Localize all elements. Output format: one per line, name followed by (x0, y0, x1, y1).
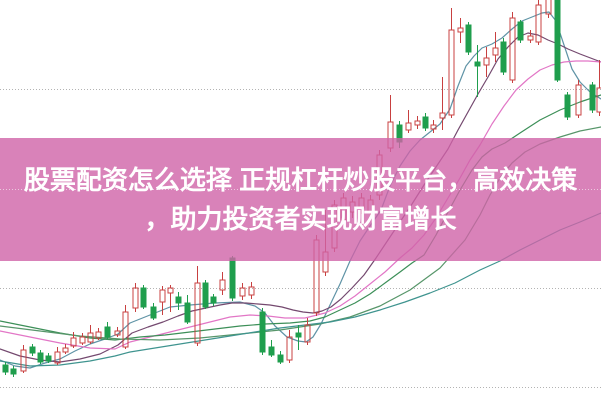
up-candle (545, 0, 552, 18)
down-candle (474, 45, 481, 97)
up-candle (304, 318, 311, 345)
up-candle (527, 30, 534, 43)
down-candle (295, 325, 302, 350)
down-candle (465, 22, 472, 55)
down-candle (517, 20, 524, 43)
up-candle (79, 333, 86, 345)
ad-banner[interactable]: 股票配资怎么选择 正规杠杆炒股平台，高效决策 ，助力投资者实现财富增长 (0, 138, 601, 261)
down-candle (422, 113, 429, 131)
up-candle (509, 12, 516, 83)
up-candle (575, 80, 582, 118)
down-candle (150, 303, 157, 320)
up-candle (70, 332, 77, 348)
down-candle (259, 308, 266, 355)
down-candle (229, 256, 236, 301)
down-candle (554, 0, 561, 82)
up-candle (492, 32, 499, 62)
down-candle (175, 292, 182, 310)
up-candle (87, 325, 94, 344)
up-candle (54, 347, 61, 365)
up-candle (167, 285, 174, 312)
up-candle (430, 120, 437, 133)
up-candle (219, 272, 226, 295)
up-candle (132, 283, 139, 312)
up-candle (95, 328, 102, 340)
up-candle (405, 110, 412, 133)
ad-headline-line2: ，助力投资者实现财富增长 (144, 203, 457, 234)
up-candle (239, 283, 246, 300)
down-candle (2, 362, 9, 375)
down-candle (277, 351, 284, 364)
up-candle (62, 344, 69, 354)
up-candle (596, 60, 601, 116)
ad-headline-line1: 股票配资怎么选择 正规杠杆炒股平台，高效决策 (23, 164, 578, 195)
ad-headline: 股票配资怎么选择 正规杠杆炒股平台，高效决策 ，助力投资者实现财富增长 (24, 161, 577, 239)
down-candle (210, 294, 217, 306)
down-candle (500, 38, 507, 75)
up-candle (122, 305, 129, 349)
down-candle (140, 285, 147, 309)
up-candle (439, 77, 446, 130)
down-candle (45, 353, 52, 363)
up-candle (535, 0, 542, 45)
down-candle (202, 280, 209, 309)
down-candle (37, 350, 44, 364)
up-candle (457, 18, 464, 43)
down-candle (29, 344, 36, 356)
up-candle (20, 345, 27, 373)
up-candle (194, 266, 201, 346)
up-candle (448, 8, 455, 118)
up-candle (414, 116, 421, 129)
down-candle (564, 92, 571, 120)
up-candle (483, 47, 490, 77)
down-candle (184, 295, 191, 324)
up-candle (159, 286, 166, 315)
up-candle (114, 327, 121, 337)
down-candle (589, 82, 596, 113)
down-candle (268, 340, 275, 357)
up-candle (248, 282, 255, 299)
up-candle (286, 330, 293, 363)
down-candle (104, 322, 111, 339)
down-candle (10, 366, 17, 377)
